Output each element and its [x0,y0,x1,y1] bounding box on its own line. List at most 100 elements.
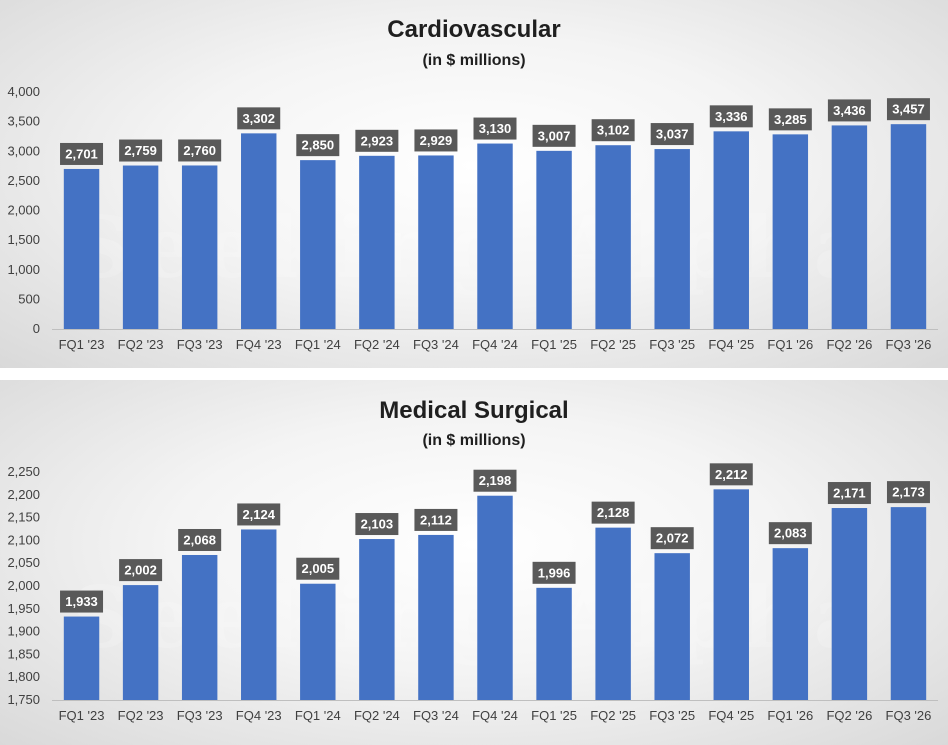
y-tick-label: 1,500 [7,232,40,247]
y-tick-label: 2,000 [7,203,40,218]
data-label-background [532,561,576,584]
bar [654,553,690,700]
x-tick-label: FQ1 '24 [295,708,341,723]
data-label-background [237,107,281,130]
data-label: 3,130 [479,121,512,136]
data-label-background [178,528,222,551]
x-tick-label: FQ2 '23 [118,337,164,352]
bar [122,165,159,329]
data-label-background [650,527,694,550]
data-label-background [650,123,694,146]
data-label: 2,002 [124,563,157,578]
data-label: 2,128 [597,505,630,520]
y-tick-label: 2,050 [7,555,40,570]
bar [241,529,277,700]
bar [477,495,513,700]
data-label-background [414,508,458,531]
data-label: 2,005 [302,561,335,576]
data-label-background [591,119,635,142]
x-tick-label: FQ1 '23 [59,708,105,723]
medical-surgical-bar-chart: 1,750 1,800 1,850 1,900 1,950 2,000 2,050 2,100… [7,463,938,723]
y-tick-label: 2,150 [7,510,40,525]
bar [536,150,572,329]
y-tick-label: 2,000 [7,578,40,593]
bar [772,134,809,329]
data-label-background [355,129,399,152]
data-label-background [532,124,576,147]
data-label: 2,701 [65,146,98,161]
bar [63,616,100,700]
y-tick-label: 1,750 [7,692,40,707]
medical-surgical-chart-panel: Seeking Alpha Medical Surgical (in $ mil… [0,380,948,745]
data-label: 2,103 [361,517,394,532]
y-tick-label: 2,100 [7,532,40,547]
x-tick-label: FQ4 '24 [472,708,518,723]
x-tick-label: FQ4 '25 [708,708,754,723]
data-label-background [827,99,871,122]
bar [713,131,749,329]
data-label: 2,072 [656,531,689,546]
bar [831,508,868,700]
chart-title: Cardiovascular [387,16,561,43]
data-label: 3,457 [892,102,925,117]
data-label-background [355,513,399,536]
x-tick-label: FQ3 '23 [177,708,223,723]
data-label-background [473,117,517,140]
x-tick-label: FQ2 '24 [354,337,400,352]
data-label-background [237,503,281,526]
x-tick-label: FQ2 '23 [118,708,164,723]
data-label: 1,996 [538,565,571,580]
data-label-background [296,557,340,580]
data-label: 3,436 [833,103,866,118]
bar [890,507,927,700]
x-tick-label: FQ4 '23 [236,708,282,723]
data-label-background [119,559,163,582]
x-tick-label: FQ1 '23 [59,337,105,352]
x-tick-label: FQ2 '25 [590,708,636,723]
chart-subtitle: (in $ millions) [422,52,526,69]
y-tick-label: 1,900 [7,624,40,639]
data-label: 2,923 [361,133,394,148]
data-label-background [886,481,930,504]
chart-title: Medical Surgical [379,397,569,424]
data-label: 2,198 [479,473,512,488]
x-tick-label: FQ4 '25 [708,337,754,352]
data-label: 3,285 [774,112,807,127]
data-label-background [768,108,812,131]
data-label-background [768,522,812,545]
y-tick-label: 2,200 [7,487,40,502]
y-tick-label: 4,000 [7,84,40,99]
data-label: 2,760 [183,143,216,158]
y-tick-label: 1,850 [7,646,40,661]
x-tick-label: FQ4 '24 [472,337,518,352]
y-tick-label: 0 [33,321,40,336]
data-label-background [886,98,930,121]
data-label: 2,124 [242,507,275,522]
data-label: 2,850 [302,138,335,153]
x-tick-label: FQ4 '23 [236,337,282,352]
y-tick-label: 3,000 [7,143,40,158]
data-label-background [119,139,163,162]
bar [359,539,395,700]
data-label-background [473,469,517,492]
y-tick-label: 3,500 [7,114,40,129]
x-tick-label: FQ2 '26 [826,337,872,352]
x-tick-label: FQ3 '24 [413,337,459,352]
x-tick-label: FQ1 '26 [767,337,813,352]
bar [831,125,868,330]
data-label-background [591,501,635,524]
data-label: 3,037 [656,127,689,142]
data-label-background [296,134,340,157]
bar [359,155,395,329]
y-tick-label: 1,000 [7,262,40,277]
x-tick-label: FQ3 '25 [649,337,695,352]
data-label: 3,102 [597,123,630,138]
x-tick-label: FQ1 '25 [531,708,577,723]
y-tick-label: 500 [18,291,40,306]
x-tick-label: FQ3 '26 [886,708,932,723]
data-label-background [709,105,753,128]
data-label-background [414,129,458,152]
cardiovascular-bar-chart: 0 500 1,000 1,500 2,000 2,500 3,000 3,500 4,000 2… [7,84,938,352]
data-label-background [60,590,104,613]
data-label: 2,068 [183,532,216,547]
